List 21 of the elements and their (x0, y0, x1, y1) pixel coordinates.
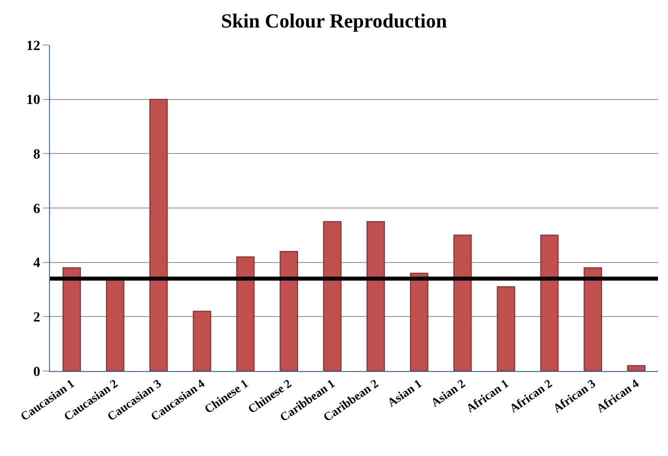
y-tick-label: 8 (33, 148, 40, 163)
bar (280, 250, 298, 371)
bar (236, 256, 255, 371)
bar (192, 310, 212, 371)
y-tick-label: 0 (33, 364, 40, 380)
y-tick-label: 10 (26, 93, 40, 108)
y-tick-label: 4 (33, 256, 40, 272)
bar (323, 221, 342, 371)
y-tick-label: 6 (33, 202, 40, 217)
chart-title: Skin Colour Reproduction (221, 10, 447, 33)
y-tick-label: 12 (26, 38, 40, 54)
bar (453, 234, 472, 371)
bar (584, 267, 602, 371)
bar (627, 365, 646, 371)
bar (366, 221, 385, 371)
bar (496, 286, 516, 371)
bar (62, 267, 81, 371)
bar (410, 272, 428, 371)
y-tick-label: 2 (33, 310, 40, 326)
bar (149, 98, 168, 371)
bar (540, 234, 559, 371)
